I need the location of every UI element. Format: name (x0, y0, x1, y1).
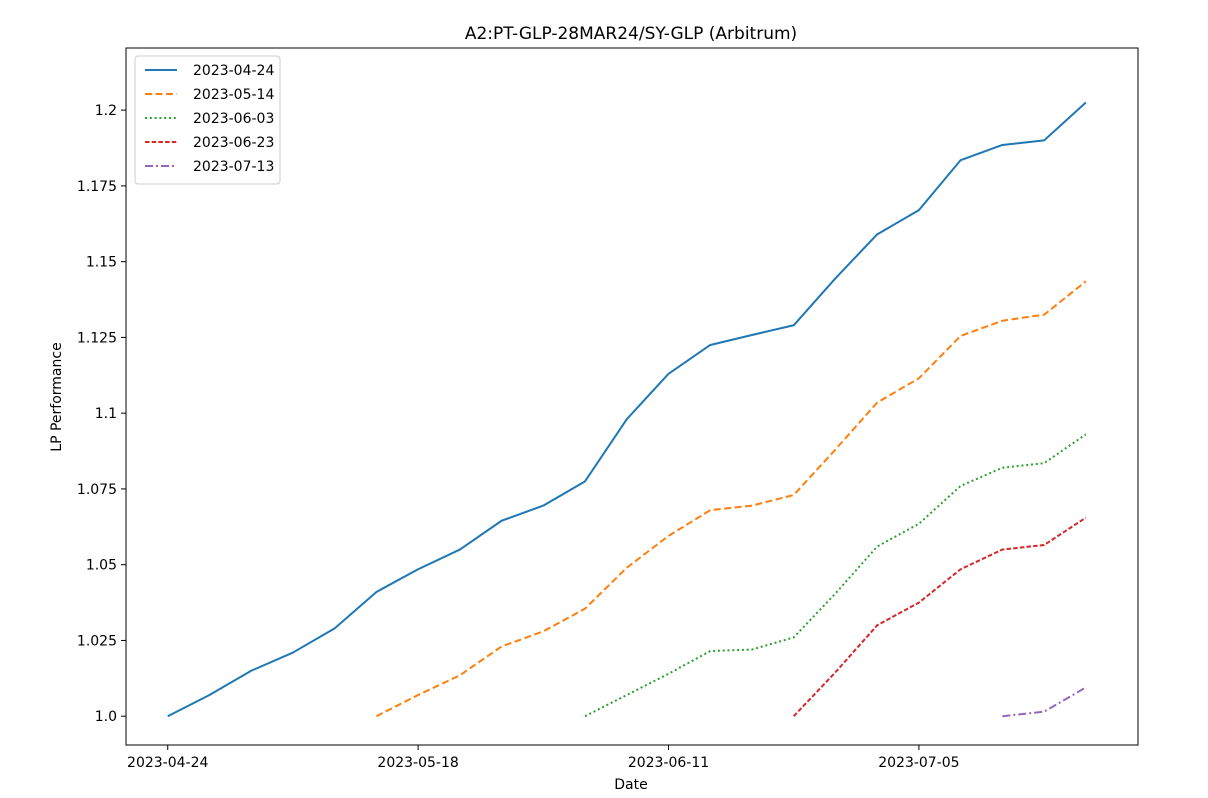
plot-area (167, 101, 1087, 718)
y-tick-label-5: 1.125 (77, 330, 117, 346)
x-tick-label-1: 2023-05-18 (377, 755, 458, 771)
series-line-3 (792, 516, 1087, 717)
x-tick-label-0: 2023-04-24 (127, 755, 208, 771)
series-line-1 (375, 280, 1087, 718)
y-tick-label-3: 1.075 (77, 482, 117, 498)
legend-label-0: 2023-04-24 (193, 63, 274, 79)
series-line-0 (167, 101, 1087, 718)
chart-title: A2:PT-GLP-28MAR24/SY-GLP (Arbitrum) (465, 24, 797, 44)
y-tick-label-2: 1.05 (86, 558, 117, 574)
x-tick-label-2: 2023-06-11 (628, 755, 709, 771)
series-line-2 (584, 433, 1087, 718)
y-tick-label-0: 1.0 (95, 709, 117, 725)
x-axis: 2023-04-24 2023-05-18 2023-06-11 2023-07-05 (127, 745, 960, 771)
y-tick-label-1: 1.025 (77, 633, 117, 649)
series-line-4 (1002, 686, 1087, 718)
x-axis-title: Date (614, 777, 647, 793)
legend-label-3: 2023-06-23 (193, 135, 274, 151)
legend-label-1: 2023-05-14 (193, 87, 274, 103)
y-tick-label-7: 1.175 (77, 179, 117, 195)
legend: 2023-04-24 2023-05-14 2023-06-03 2023-06-23… (134, 55, 281, 185)
plot-frame (125, 47, 1139, 746)
y-tick-label-8: 1.2 (95, 103, 117, 119)
legend-box (134, 55, 281, 185)
y-tick-label-4: 1.1 (95, 406, 117, 422)
y-tick-label-6: 1.15 (86, 255, 117, 271)
y-axis-title: LP Performance (49, 342, 65, 451)
legend-label-2: 2023-06-03 (193, 111, 274, 127)
x-tick-label-3: 2023-07-05 (878, 755, 959, 771)
legend-label-4: 2023-07-13 (193, 159, 274, 175)
y-axis: 1.0 1.025 1.05 1.075 1.1 1.125 1.15 1.175 1.2 (77, 103, 126, 725)
